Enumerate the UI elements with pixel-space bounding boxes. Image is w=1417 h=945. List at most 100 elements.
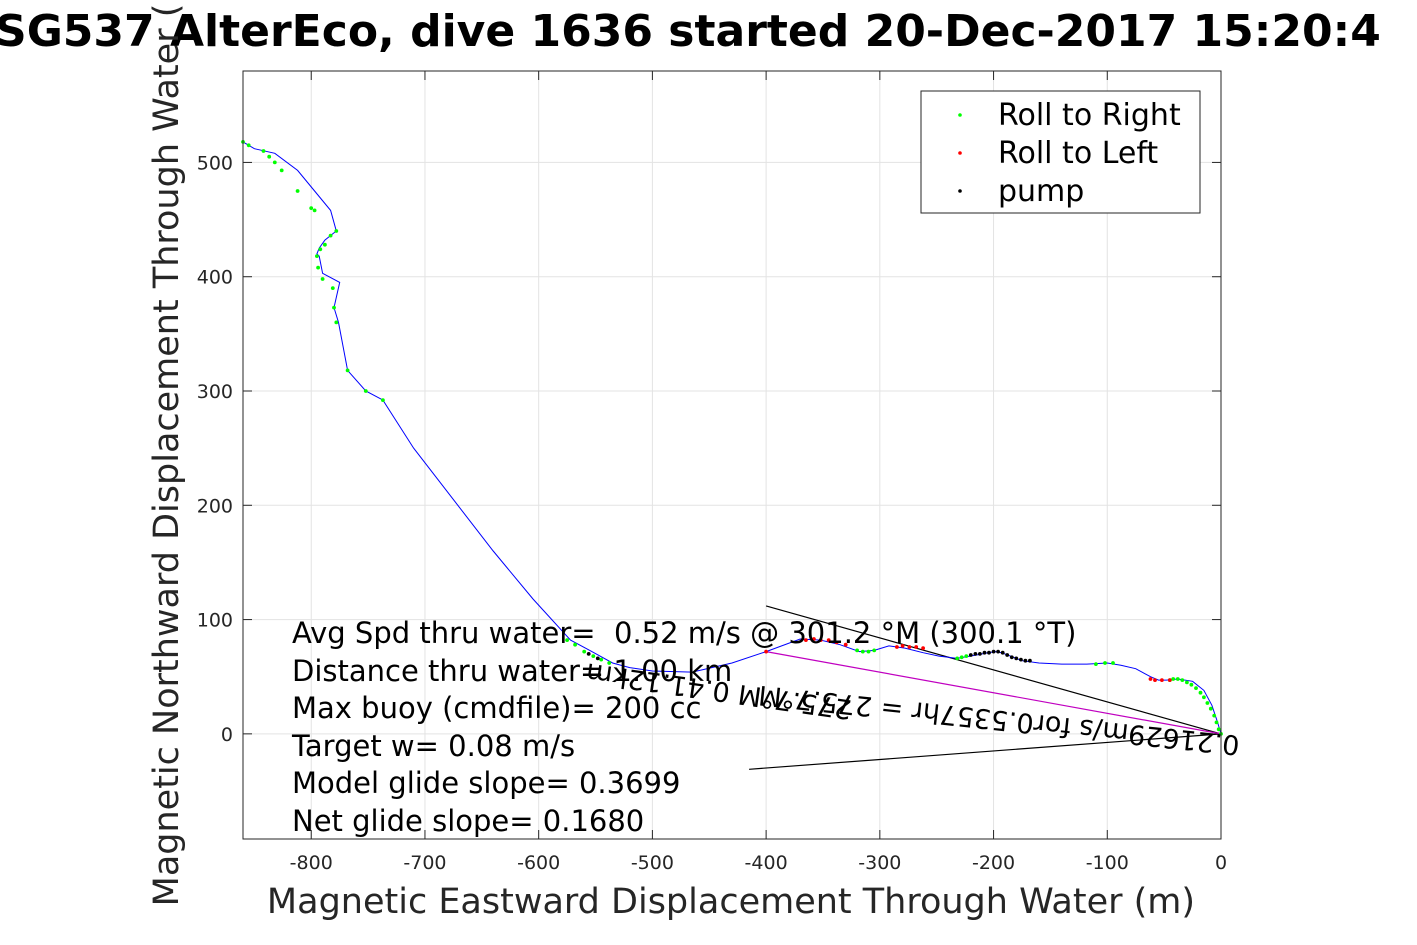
- pump-point: [1023, 658, 1028, 663]
- roll-right-point: [1189, 682, 1194, 687]
- roll-right-point: [872, 648, 877, 653]
- roll-left-point: [764, 649, 768, 654]
- roll-right-point: [1103, 661, 1107, 665]
- roll-left-point: [812, 637, 816, 641]
- roll-right-point: [860, 649, 865, 654]
- roll-left-point: [1160, 678, 1164, 682]
- legend-label-pump: pump: [998, 174, 1084, 209]
- roll-right-point: [1205, 701, 1210, 705]
- pump-point: [1000, 650, 1005, 655]
- roll-right-point: [345, 368, 350, 373]
- roll-right-point: [272, 160, 277, 165]
- legend-marker-roll-right: [958, 113, 962, 117]
- y-tick-label: 0: [221, 724, 233, 746]
- roll-right-point: [323, 242, 327, 247]
- x-tick-label: -500: [631, 852, 674, 874]
- roll-right-point: [565, 638, 569, 642]
- x-tick-label: -300: [858, 852, 901, 874]
- x-tick-label: -800: [290, 852, 333, 874]
- roll-right-point: [1202, 695, 1206, 700]
- legend-marker-pump: [958, 189, 962, 193]
- roll-right-point: [312, 208, 317, 213]
- roll-right-point: [1198, 690, 1203, 695]
- x-tick-label: -200: [972, 852, 1015, 874]
- annotation-net-glide: Net glide slope= 0.1680: [292, 804, 644, 838]
- roll-right-point: [964, 654, 969, 658]
- roll-right-point: [267, 154, 272, 159]
- roll-left-point: [895, 645, 899, 649]
- annotation-block: Avg Spd thru water= 0.52 m/s @ 301.2 °M …: [291, 616, 1076, 838]
- roll-right-point: [607, 661, 612, 665]
- pump-point: [996, 649, 1000, 654]
- pump-point: [982, 650, 987, 655]
- roll-right-point: [955, 656, 960, 661]
- x-tick-label: 0: [1215, 852, 1227, 874]
- x-tick-label: -100: [1086, 852, 1129, 874]
- x-tick-label: -400: [745, 852, 788, 874]
- legend-marker-roll-left: [958, 151, 962, 155]
- pump-point: [1019, 657, 1023, 662]
- pump-point: [586, 652, 591, 656]
- roll-left-point: [1167, 678, 1172, 682]
- annotation-target-w: Target w= 0.08 m/s: [291, 729, 575, 763]
- x-axis-label: Magnetic Eastward Displacement Through W…: [267, 882, 1195, 922]
- roll-right-point: [866, 649, 871, 654]
- x-axis-ticks: -800 -700 -600 -500 -400 -300 -200 -100 0: [290, 71, 1227, 874]
- annotation-distance: Distance thru water= 1.00 km: [292, 654, 732, 688]
- roll-right-point: [261, 149, 266, 153]
- y-tick-label: 300: [197, 381, 233, 403]
- roll-right-point: [1194, 686, 1198, 690]
- roll-left-point: [826, 638, 831, 642]
- roll-right-point: [330, 286, 335, 290]
- pump-point: [1028, 658, 1032, 663]
- roll-right-point: [591, 654, 596, 658]
- roll-right-point: [309, 206, 314, 211]
- roll-right-point: [279, 168, 284, 173]
- roll-left-point: [834, 640, 839, 645]
- roll-right-point: [320, 277, 325, 281]
- roll-right-point: [959, 655, 964, 660]
- pump-point: [968, 653, 973, 657]
- roll-right-point: [1175, 677, 1180, 681]
- vector-line-1: [765, 605, 1222, 735]
- y-tick-label: 200: [197, 495, 233, 517]
- legend-box: [920, 90, 1201, 214]
- roll-left-point: [818, 638, 823, 642]
- roll-right-point: [363, 389, 368, 393]
- annotation-max-buoy: Max buoy (cmdfile)= 200 cc: [292, 691, 701, 725]
- roll-right-point: [1185, 680, 1189, 685]
- roll-right-point: [1208, 706, 1213, 711]
- legend: Roll to Right Roll to Left pump: [920, 90, 1201, 214]
- annotation-model-glide: Model glide slope= 0.3699: [292, 766, 680, 800]
- y-axis-label: Magnetic Northward Displacement Through …: [147, 4, 187, 907]
- roll-right-point: [316, 265, 320, 270]
- pump-point: [595, 656, 600, 661]
- roll-right-point: [334, 320, 339, 325]
- roll-left-point: [914, 645, 919, 649]
- roll-right-point: [599, 657, 604, 662]
- roll-right-point: [1094, 662, 1098, 666]
- legend-label-roll-right: Roll to Right: [998, 98, 1181, 133]
- plot-frame: [242, 70, 1222, 840]
- roll-left-point: [1153, 678, 1157, 682]
- x-tick-label: -600: [517, 852, 560, 874]
- pump-point: [1009, 655, 1014, 660]
- roll-right-point: [582, 649, 587, 654]
- roll-right-point: [1171, 677, 1176, 681]
- roll-left-point: [1148, 677, 1153, 681]
- vector-line-2: [749, 733, 1222, 770]
- pump-point: [1014, 656, 1019, 661]
- roll-left-point: [843, 642, 848, 647]
- pump-point: [987, 650, 991, 655]
- roll-right-point: [1111, 661, 1115, 665]
- chart-title: SG537 AlterEco, dive 1636 started 20-Dec…: [0, 6, 1381, 57]
- roll-left-point: [804, 638, 808, 642]
- roll-right-point: [295, 189, 300, 193]
- pump-point: [978, 652, 982, 656]
- roll-right-point: [1214, 720, 1219, 725]
- roll-right-point: [1212, 713, 1217, 718]
- roll-right-point: [381, 398, 385, 402]
- y-tick-label: 400: [197, 267, 233, 289]
- roll-left-point: [907, 645, 912, 649]
